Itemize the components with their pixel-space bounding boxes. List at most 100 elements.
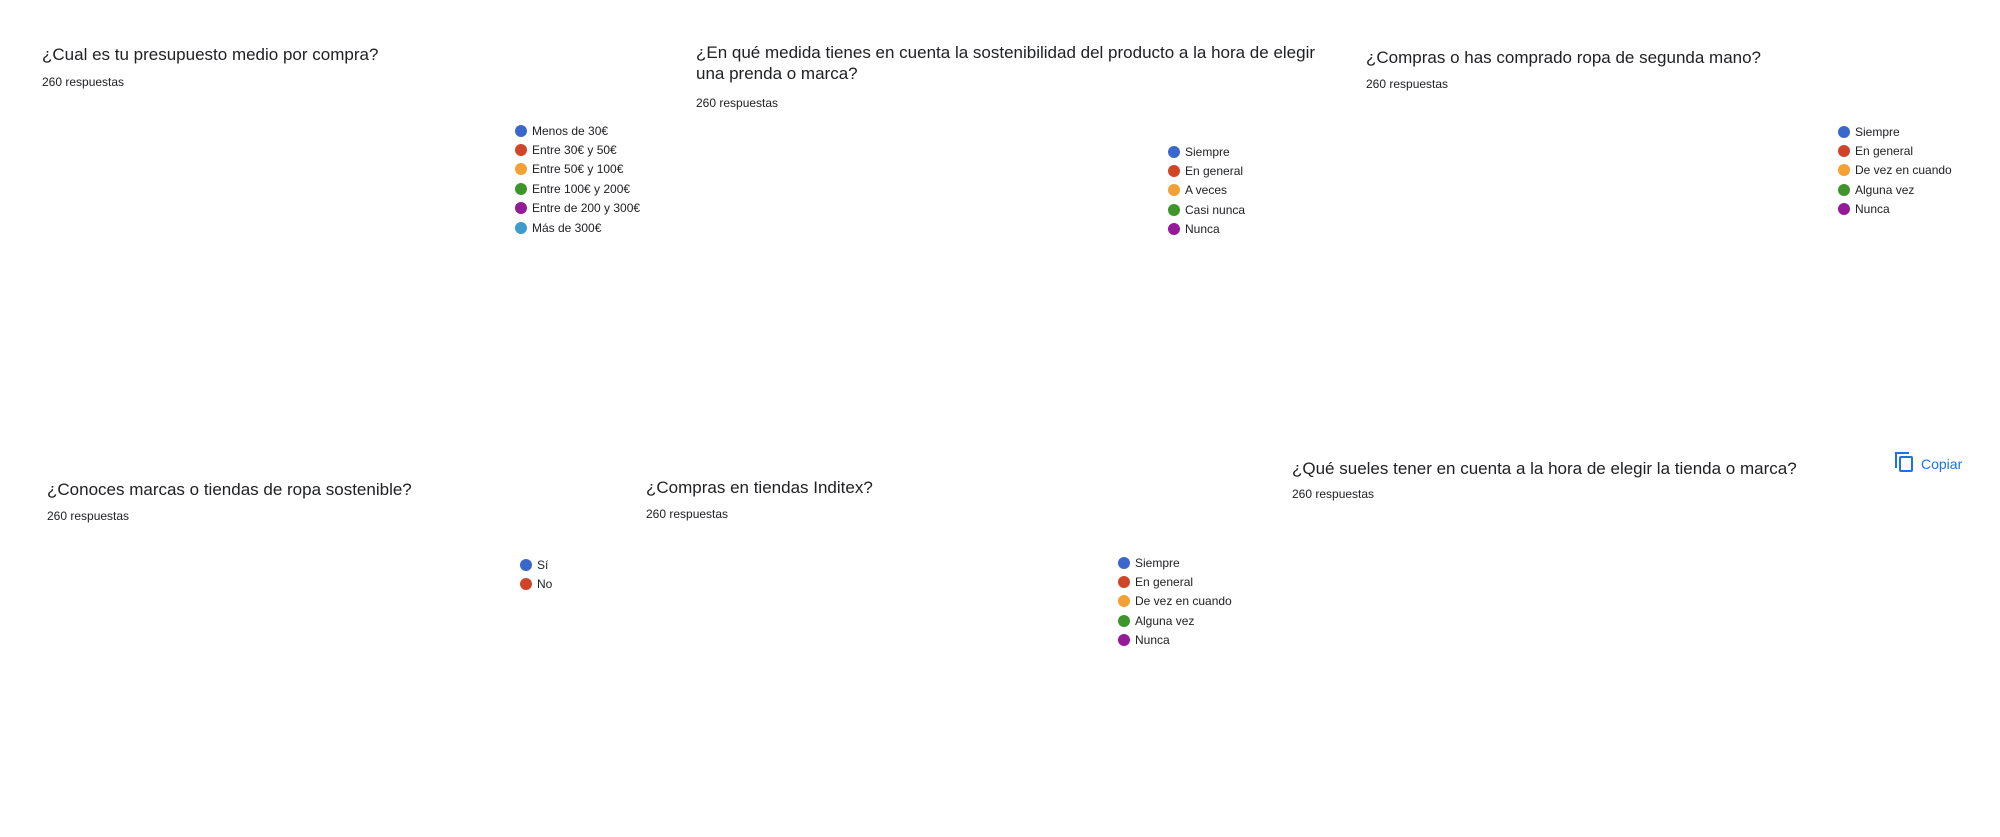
legend-item: Siempre [1118,553,1232,572]
category-label: Confort [1423,605,1463,619]
bar-value-label: —225 (86,5 %) [1872,525,1953,539]
legend-item: Siempre [1838,122,1952,141]
chart-6-subtitle: 260 respuestas [1292,487,1375,501]
chart-1-title: ¿Cual es tu presupuesto medio por compra… [42,45,379,64]
legend-swatch [1118,556,1130,569]
legend-swatch [1168,223,1180,236]
legend-label: Siempre [1185,144,1230,159]
bar [1465,719,1467,729]
chart-2-title: ¿En qué medida tienes en cuenta la soste… [696,43,1316,83]
category-label: Disponibilitat de talles grans [1313,765,1462,779]
bar [1465,735,1467,745]
bar [1465,559,1757,569]
legend-item: Entre 100€ y 200€ [515,179,640,198]
pie-slice [1608,216,1699,309]
legend-item: Casi nunca [1168,200,1245,219]
legend-label: Menos de 30€ [532,123,609,138]
x-tick-label: 100 [1635,787,1655,801]
legend-item: Menos de 30€ [515,121,640,140]
legend-label: No [537,577,553,592]
category-label: Calidad y versatilidad de la p… [1297,717,1462,731]
legend-label: En general [1135,575,1194,590]
bar-value-label: —45 (17,3 %) [1548,541,1622,555]
chart-4-title: ¿Conoces marcas o tiendas de ropa sosten… [47,480,412,499]
bar [1465,671,1467,681]
legend-label: Entre de 200 y 300€ [532,201,641,216]
pie-slice-label: 40,8% [864,696,898,710]
pie-slice-label: 38,8% [1612,156,1646,170]
bar-value-label: —26 (10 %) [1514,589,1578,603]
category-label: Proyectos sostenible [1351,653,1462,667]
x-tick-label: 0 [1462,787,1469,801]
legend-swatch [1118,576,1130,589]
category-label: Diseño [1425,557,1463,571]
legend-swatch [1838,125,1850,138]
pie-slice-label: 11,5% [977,207,1010,221]
bar-value-label: —1 (0,4 %) [1469,669,1530,683]
legend-label: Siempre [1135,555,1180,570]
chart-3-subtitle: 260 respuestas [1366,77,1449,91]
pie-slice [237,215,378,308]
legend-swatch [515,163,527,176]
legend-item: Entre de 200 y 300€ [515,199,640,218]
legend-label: Nunca [1855,202,1890,217]
legend-swatch [515,221,527,234]
bar [1465,767,1467,777]
bar-value-label: —162 (62,3 %) [1759,557,1840,571]
copy-button[interactable]: Copiar [1895,452,1962,472]
category-label: Material de la prenda [1349,701,1462,715]
category-label: Nombre de la marca [1353,541,1462,555]
legend-item: Siempre [1168,142,1245,161]
bar [1465,607,1665,617]
bar-value-label: —164 (63,1 %) [1762,573,1843,587]
legend-label: En general [1855,144,1914,159]
pie-slice-label: 8,1% [934,655,962,669]
pie-slice [201,558,385,730]
chart-5-subtitle: 260 respuestas [646,507,729,521]
x-tick-label: 250 [1905,787,1925,801]
legend-label: Siempre [1855,124,1900,139]
legend-label: De vez en cuando [1855,163,1952,178]
pie-slice [245,649,385,742]
legend-item: Nunca [1118,631,1232,650]
chart-6-title: ¿Qué sueles tener en cuenta a la hora de… [1292,459,1797,478]
pie-slice-label: 33,5% [304,692,338,706]
legend-item: Sí [520,555,552,574]
legend-label: De vez en cuando [1135,594,1232,609]
legend-label: En general [1185,164,1244,179]
legend-swatch [1838,164,1850,177]
legend-item: Nunca [1168,220,1245,239]
bar [1465,655,1530,665]
category-label: Que sea vegana [1374,685,1462,699]
pie-slice [801,647,974,740]
pie-slice-label: 20% [1632,257,1656,271]
chart-2-subtitle: 260 respuestas [696,96,779,110]
legend-item: En general [1168,161,1245,180]
bar-value-label: —49 (18,8 %) [1555,621,1629,635]
pie-slice-label: 16,2% [904,592,938,606]
legend-swatch [1168,165,1180,178]
chart-4-subtitle: 260 respuestas [47,509,130,523]
legend-item: En general [1838,141,1952,160]
bar-value-label: —1 (0,4 %) [1469,733,1530,747]
pie-slice-label: 27,7% [921,174,955,188]
legend-item: En general [1118,572,1232,591]
legend-swatch [1838,145,1850,158]
legend-swatch [515,144,527,157]
legend-label: Entre 50€ y 100€ [532,162,624,177]
legend-item: De vez en cuando [1118,592,1232,611]
pie-slice [1520,160,1613,309]
chart-2-legend: Siempre En general A veces Casi nunca Nunca [1168,142,1245,239]
pie-slice [940,172,1034,238]
legend-swatch [520,558,532,571]
legend-label: Sí [537,557,549,572]
bar-value-label: —36 (13,8 %) [1532,653,1606,667]
category-label: Poder comprar online o a tie… [1299,621,1462,635]
pie-slice-label: 20,4% [966,269,1000,283]
bar-value-label: —111 (42,7 %) [1667,605,1746,619]
legend-label: A veces [1185,183,1228,198]
chart-5-legend: Siempre En general De vez en cuando Alguna … [1118,553,1232,650]
bar [1465,575,1761,585]
pie-slice [850,182,959,329]
pie-slice-label: 19,2% [294,157,328,171]
